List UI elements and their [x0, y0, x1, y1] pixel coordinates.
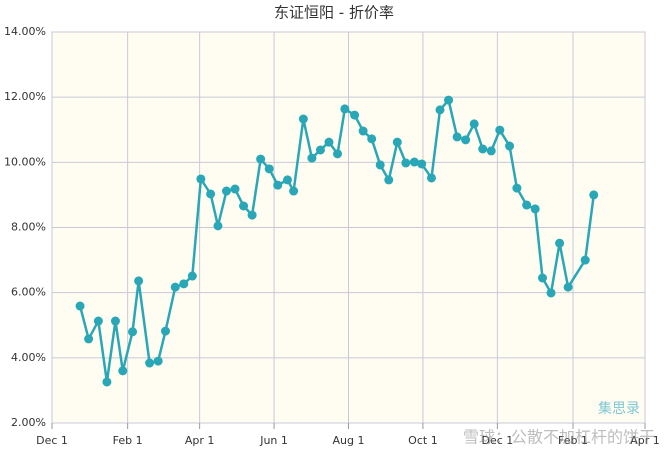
y-tick-label: 10.00% [4, 155, 46, 168]
point [273, 180, 283, 190]
point [307, 153, 317, 163]
watermark: 雪球：公散不加杠杆的饼干 [463, 428, 655, 447]
point [401, 158, 411, 168]
y-tick-label: 4.00% [11, 351, 46, 364]
point [170, 282, 180, 292]
point [417, 159, 427, 169]
point [282, 175, 292, 185]
point [206, 189, 216, 199]
point [298, 114, 308, 124]
point [153, 356, 163, 366]
point [264, 164, 274, 174]
point [350, 110, 360, 120]
point [213, 221, 223, 231]
point [134, 276, 144, 286]
point [452, 132, 462, 142]
x-tick-label: Feb 1 [558, 434, 588, 447]
point [358, 126, 368, 136]
point [478, 144, 488, 154]
point [426, 173, 436, 183]
point [505, 141, 515, 151]
point [461, 135, 471, 145]
point [392, 137, 402, 147]
point [196, 174, 206, 184]
y-tick-label: 12.00% [4, 90, 46, 103]
point [102, 377, 112, 387]
x-tick-label: Apr 1 [630, 434, 660, 447]
point [530, 204, 540, 214]
point [160, 326, 170, 336]
point [384, 175, 394, 185]
point [486, 146, 496, 156]
y-tick-label: 14.00% [4, 25, 46, 38]
point [230, 184, 240, 194]
point [324, 137, 334, 147]
point [495, 125, 505, 135]
point [512, 183, 522, 193]
point [110, 316, 120, 326]
point [589, 190, 599, 200]
point [555, 238, 565, 248]
point [84, 334, 94, 344]
y-tick-label: 6.00% [11, 286, 46, 299]
point [563, 282, 573, 292]
point [435, 105, 445, 115]
point [538, 273, 548, 283]
point [375, 160, 385, 170]
x-tick-label: Apr 1 [185, 434, 215, 447]
x-tick-label: Aug 1 [333, 434, 365, 447]
point [522, 200, 532, 210]
point [187, 271, 197, 281]
watermark: 集思录 [598, 400, 640, 417]
point [118, 366, 128, 376]
point [179, 279, 189, 289]
point [145, 358, 155, 368]
y-tick-label: 2.00% [11, 416, 46, 429]
point [546, 288, 556, 298]
point [256, 154, 266, 164]
x-tick-label: Oct 1 [408, 434, 438, 447]
point [75, 301, 85, 311]
x-tick-label: Jun 1 [259, 434, 288, 447]
point [469, 119, 479, 129]
x-tick-label: Dec 1 [481, 434, 513, 447]
point [128, 327, 138, 337]
point [367, 134, 377, 144]
point [239, 201, 249, 211]
y-tick-label: 8.00% [11, 221, 46, 234]
point [289, 186, 299, 196]
x-tick-label: Dec 1 [36, 434, 68, 447]
x-tick-label: Feb 1 [113, 434, 143, 447]
point [315, 145, 325, 155]
point [580, 255, 590, 265]
point [221, 186, 231, 196]
point [444, 95, 454, 105]
point [340, 104, 350, 114]
chart-title: 东证恒阳 - 折价率 [274, 4, 394, 22]
point [409, 157, 419, 167]
point [247, 210, 257, 220]
point [333, 149, 343, 159]
point [93, 316, 103, 326]
